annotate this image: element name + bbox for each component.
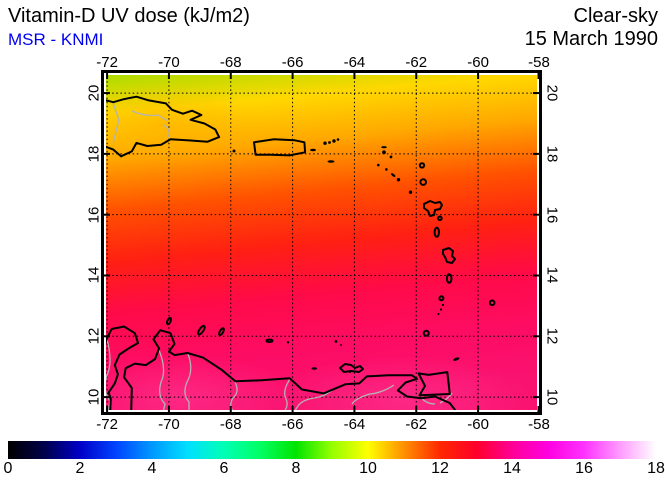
island-tobago: [453, 357, 460, 361]
lon-tick-label-top: -60: [467, 54, 489, 71]
coast-st-vincent: [438, 295, 445, 302]
coast-dominica: [433, 226, 440, 238]
colorbar-tick-label: 18: [647, 460, 665, 477]
island-st-croix: [327, 160, 335, 163]
small-islands: [232, 138, 460, 373]
coast-bonaire: [218, 327, 225, 337]
coastlines: [104, 95, 496, 412]
lon-tick-label-bottom: -64: [343, 416, 366, 433]
date-label: 15 March 1990: [524, 28, 658, 50]
island-blanquilla: [334, 340, 338, 343]
coast-st-lucia: [445, 273, 453, 284]
lon-tick-label-top: -66: [281, 54, 304, 71]
lon-tick-label-bottom: -72: [96, 416, 118, 433]
rivers-and-borders: [104, 102, 453, 412]
island-st-kitts: [391, 173, 396, 178]
sky-condition-label: Clear-sky: [573, 5, 658, 27]
coast-aruba: [165, 316, 173, 326]
frame-tick-marks: [104, 73, 539, 412]
colorbar-axis: 0 2 4 6 8 10 12 14 16 18: [4, 460, 665, 478]
lat-tick-label-left: 20: [85, 84, 103, 102]
island-st-eustatius: [385, 168, 388, 171]
colorbar-tick-label: 12: [431, 460, 449, 477]
lon-tick-label-bottom: -62: [405, 416, 428, 433]
coast-barbados: [488, 299, 496, 307]
colorbar-tick-label: 6: [219, 460, 229, 477]
colorbar-tick-label: 16: [575, 460, 593, 477]
island-mona: [232, 149, 236, 153]
lon-tick-label-top: -62: [405, 54, 428, 71]
colorbar-tick-label: 14: [503, 460, 521, 477]
island-st-martin: [382, 150, 386, 155]
coast-puerto-rico: [253, 138, 307, 157]
coast-curacao: [197, 324, 206, 336]
island-anguilla: [381, 146, 387, 149]
lat-tick-label-left: 10: [85, 388, 103, 406]
lat-tick-label-left: 14: [85, 267, 103, 284]
island-saba: [377, 163, 380, 167]
island-montserrat: [408, 190, 413, 194]
coast-hispaniola: [104, 95, 221, 158]
lat-tick-label-right: 10: [543, 388, 561, 406]
lon-tick-label-bottom: -60: [467, 416, 489, 433]
island-st-john: [328, 141, 331, 144]
uv-field-hotspot-west: [104, 353, 294, 412]
island-st-barth: [389, 155, 393, 159]
colorbar-tick-label: 0: [3, 460, 13, 477]
lat-tick-label-right: 14: [543, 267, 561, 284]
data-source-label: MSR - KNMI: [8, 30, 104, 49]
coast-martinique: [442, 247, 456, 264]
lat-tick-label-left: 12: [85, 327, 103, 345]
island-tortola: [332, 139, 336, 143]
coast-guadeloupe: [423, 200, 443, 217]
colorbar-tick-label: 10: [359, 460, 377, 477]
colorbar-tick-label: 2: [75, 460, 85, 477]
coast-los-roques: [265, 338, 274, 343]
lat-tick-label-right: 20: [543, 84, 561, 102]
island-coche: [349, 371, 351, 373]
island-grenadines-3: [437, 313, 440, 315]
island-grenadines-2: [439, 308, 443, 311]
lon-tick-label-top: -68: [219, 54, 242, 71]
lat-tick-label-right: 12: [543, 327, 561, 345]
uv-field-map: [104, 73, 539, 412]
lat-tick-label-right: 16: [543, 206, 561, 224]
coast-trinidad: [417, 371, 451, 397]
coast-grenada: [422, 329, 430, 337]
lat-tick-label-left: 16: [85, 206, 103, 224]
colorbar-tick-label: 4: [147, 460, 157, 477]
lon-tick-label-top: -58: [528, 54, 550, 71]
lon-tick-label-top: -72: [96, 54, 118, 71]
coast-antigua: [419, 178, 428, 186]
island-virgin-gorda: [336, 138, 340, 141]
colorbar-gradient: [8, 441, 656, 459]
island-hermanos: [340, 344, 342, 346]
coast-marie-galante: [437, 215, 443, 222]
island-grenadines-1: [441, 303, 445, 307]
lat-tick-label-left: 18: [85, 145, 103, 163]
island-st-thomas: [323, 141, 327, 145]
lon-tick-label-bottom: -70: [158, 416, 180, 433]
island-vieques: [310, 148, 316, 152]
page-title: Vitamin-D UV dose (kJ/m2): [8, 5, 250, 27]
coast-margarita: [339, 363, 364, 373]
coast-barbuda: [418, 162, 426, 169]
lat-tick-label-right: 18: [543, 145, 561, 163]
frame-inset-line: [104, 73, 539, 412]
island-nevis: [396, 178, 401, 182]
lon-tick-label-top: -70: [158, 54, 180, 71]
colorbar-tick-label: 8: [291, 460, 301, 477]
coast-venezuela: [104, 325, 458, 412]
island-orchila: [286, 341, 290, 344]
island-tortuga: [311, 367, 318, 370]
lon-tick-label-bottom: -66: [281, 416, 304, 433]
lon-tick-label-bottom: -58: [528, 416, 550, 433]
lon-tick-label-top: -64: [343, 54, 366, 71]
map-plot-area: [101, 70, 542, 415]
lon-tick-label-bottom: -68: [219, 416, 242, 433]
